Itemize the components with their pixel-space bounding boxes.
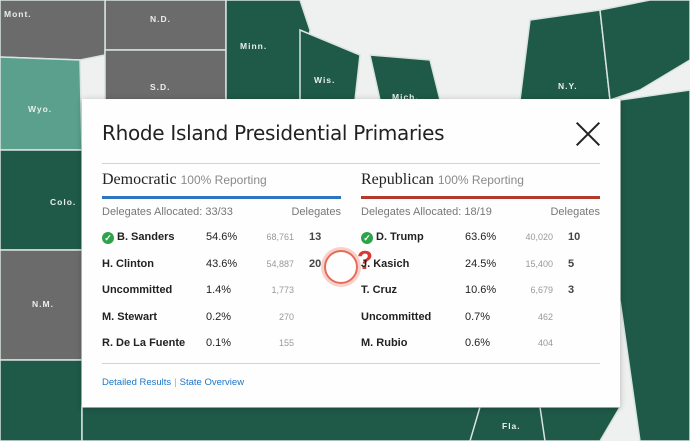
candidate-list: ✓ B. Sanders 54.6% 68,761 13 H. Clinton 4… [102, 226, 373, 359]
highlight-circle [324, 249, 358, 284]
candidate-name-text: D. Trump [376, 231, 424, 243]
candidate-name: T. Cruz [361, 284, 398, 296]
candidate-row: M. Rubio 0.6% 404 [361, 332, 600, 359]
delegates-header: Delegates [291, 206, 341, 218]
vote-percent: 24.5% [465, 257, 497, 270]
republican-header: Republican 100% Reporting [361, 171, 600, 195]
label-wyo: Wyo. [28, 104, 52, 114]
vote-percent: 0.1% [206, 337, 232, 349]
label-wis: Wis. [314, 75, 335, 85]
state-fl[interactable] [469, 406, 546, 441]
detailed-results-link[interactable]: Detailed Results [102, 377, 172, 388]
candidate-name: ✓ B. Sanders [102, 231, 174, 244]
delegate-count: 10 [568, 231, 581, 243]
delegates-header: Delegates [550, 206, 600, 218]
label-sd: S.D. [150, 82, 171, 92]
winner-check-icon: ✓ [102, 232, 114, 244]
candidate-row: R. De La Fuente 0.1% 155 [102, 332, 341, 359]
candidate-row: H. Clinton 43.6% 54,887 20 ? [102, 245, 373, 284]
vote-percent: 1.4% [206, 284, 232, 296]
democratic-header: Democratic 100% Reporting [102, 171, 341, 195]
candidate-row: Uncommitted 0.7% 462 [361, 306, 600, 333]
vote-count: 54,887 [266, 258, 294, 269]
footer-divider [102, 363, 600, 364]
delegate-count: 3 [568, 284, 575, 296]
delegate-count: 13 [309, 231, 322, 243]
vote-count: 15,400 [525, 258, 553, 269]
label-colo: Colo. [50, 197, 76, 207]
candidate-name: M. Rubio [361, 337, 408, 349]
democratic-color-bar [102, 196, 341, 199]
reporting-status: 100% Reporting [437, 173, 524, 187]
candidate-name: Uncommitted [102, 284, 173, 296]
vote-count: 155 [278, 338, 294, 348]
vote-percent: 0.7% [465, 310, 491, 323]
candidate-name: Uncommitted [361, 310, 432, 323]
candidate-name: H. Clinton [102, 257, 154, 270]
state-overview-link[interactable]: State Overview [179, 377, 245, 388]
vote-count: 40,020 [525, 232, 553, 242]
close-icon[interactable] [575, 121, 601, 147]
vote-percent: 10.6% [465, 284, 497, 296]
candidate-row: T. Cruz 10.6% 6,679 3 [361, 279, 600, 306]
state-mn[interactable] [225, 0, 311, 101]
winner-check-icon: ✓ [361, 232, 373, 244]
candidate-list: ✓ D. Trump 63.6% 40,020 10 J. Kasich 24.5… [361, 226, 600, 359]
candidate-name: M. Stewart [102, 310, 158, 323]
vote-count: 404 [537, 338, 553, 348]
label-mont: Mont. [4, 9, 32, 19]
delegates-allocated: Delegates Allocated: 33/33 [102, 206, 233, 218]
state-sd[interactable] [104, 49, 227, 101]
state-tx[interactable] [0, 359, 83, 441]
label-ny: N.Y. [558, 81, 578, 91]
candidate-row: ✓ B. Sanders 54.6% 68,761 13 [102, 226, 341, 253]
vote-percent: 54.6% [206, 231, 238, 243]
reporting-status: 100% Reporting [180, 173, 267, 187]
popup-footer: Detailed Results | State Overview [102, 377, 244, 388]
vote-percent: 63.6% [465, 231, 497, 243]
party-name-democratic: Democratic [102, 171, 177, 188]
candidate-name: R. De La Fuente [102, 337, 186, 349]
party-name-republican: Republican [361, 171, 434, 188]
vote-count: 6,679 [530, 285, 553, 295]
candidate-row: Uncommitted 1.4% 1,773 [102, 279, 341, 306]
vote-count: 1,773 [271, 285, 294, 295]
candidate-name-text: B. Sanders [117, 231, 175, 243]
label-minn: Minn. [240, 41, 267, 51]
delegate-count: 20 [309, 257, 322, 270]
delegate-count: 5 [568, 257, 575, 270]
republican-column: Republican 100% Reporting Delegates Allo… [361, 171, 600, 359]
vote-percent: 0.6% [465, 337, 491, 349]
question-mark-annotation: ? [357, 244, 373, 275]
title-divider [102, 163, 600, 164]
delegates-allocated-row: Delegates Allocated: 33/33 Delegates [102, 206, 341, 226]
candidate-row: J. Kasich 24.5% 15,400 5 [361, 253, 600, 280]
democratic-column: Democratic 100% Reporting Delegates Allo… [102, 171, 373, 359]
footer-separator: | [174, 377, 177, 388]
label-nm: N.M. [32, 299, 54, 309]
results-popup: Rhode Island Presidential Primaries Demo… [82, 99, 620, 407]
label-nd: N.D. [150, 14, 171, 24]
label-fla: Fla. [502, 421, 521, 431]
candidate-row: M. Stewart 0.2% 270 [102, 306, 341, 333]
state-east[interactable] [619, 89, 690, 441]
candidate-name: ✓ D. Trump [361, 231, 424, 244]
vote-count: 68,761 [266, 232, 294, 242]
popup-title: Rhode Island Presidential Primaries [102, 121, 445, 145]
vote-count: 270 [278, 311, 294, 322]
delegates-allocated: Delegates Allocated: 18/19 [361, 206, 492, 218]
republican-color-bar [361, 196, 600, 199]
state-mt[interactable] [0, 0, 106, 61]
candidate-name: J. Kasich [361, 257, 410, 270]
vote-count: 462 [537, 311, 553, 322]
label-mich: Mich. [392, 92, 419, 102]
vote-percent: 0.2% [206, 310, 232, 323]
vote-percent: 43.6% [206, 257, 238, 270]
delegates-allocated-row: Delegates Allocated: 18/19 Delegates [361, 206, 600, 226]
candidate-row: ✓ D. Trump 63.6% 40,020 10 [361, 226, 600, 253]
